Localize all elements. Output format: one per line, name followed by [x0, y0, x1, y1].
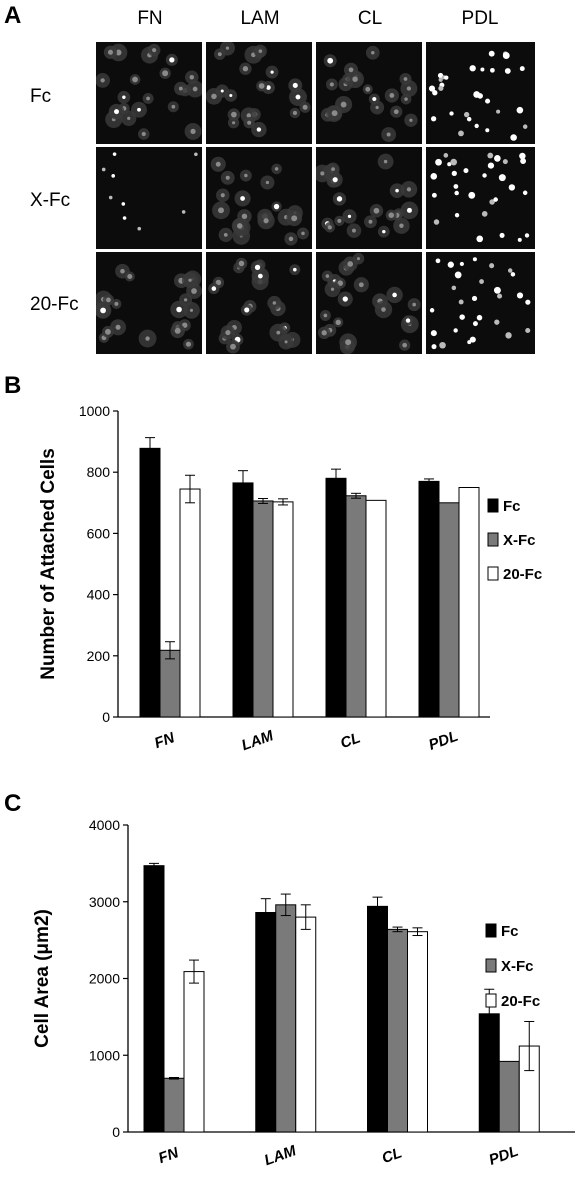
- bar-20-fc-fn: [179, 488, 201, 718]
- y-tick-label: 0: [112, 1124, 120, 1140]
- bar-fc-cl: [325, 477, 347, 718]
- x-tick-label-cl: CL: [338, 729, 363, 752]
- bar-fc-pdl: [418, 480, 440, 718]
- cell-dots: [96, 43, 202, 140]
- bar-x-fc-pdl: [498, 1060, 520, 1133]
- bar-fc-lam: [255, 911, 277, 1133]
- cell-dots: [101, 152, 198, 231]
- cell-dots: [320, 45, 418, 142]
- bar-fc-lam: [232, 482, 254, 718]
- cell-dots: [429, 257, 531, 350]
- y-tick-label: 3000: [89, 894, 120, 910]
- legend-label-fc: Fc: [503, 498, 521, 515]
- x-tick-label-pdl: PDL: [487, 1143, 521, 1169]
- bar-20-fc-cl: [407, 931, 428, 1133]
- micrograph-fc-fn: [96, 42, 202, 144]
- legend-swatch-x-fc: [485, 958, 497, 973]
- bar-20-fc-cl: [365, 499, 387, 718]
- micrograph-x-fc-fn: [96, 147, 202, 249]
- column-label-pdl: PDL: [461, 8, 499, 29]
- row-label-fc: Fc: [30, 86, 52, 107]
- micrograph-20-fc-lam: [206, 252, 312, 354]
- y-tick-label: 0: [102, 709, 110, 725]
- bar-20-fc-pdl: [458, 487, 480, 718]
- column-label-fn: FN: [137, 8, 163, 29]
- y-tick-label: 800: [87, 464, 111, 480]
- bar-x-fc-lam: [252, 500, 274, 718]
- micrograph-20-fc-pdl: [426, 252, 535, 354]
- x-tick-label-fn: FN: [152, 729, 178, 752]
- legend-label-x-fc: X-Fc: [501, 958, 534, 975]
- legend-label-20-fc: 20-Fc: [503, 566, 542, 583]
- micrograph-fc-lam: [206, 42, 312, 144]
- cell-area-chart: 0 1000 2000 3000 4000 Cell Area (μm2) FN LAM CL P…: [0, 800, 577, 1200]
- micrograph-fc-cl: [316, 42, 422, 144]
- row-label-x-fc: X-Fc: [30, 190, 71, 211]
- bar-x-fc-pdl: [438, 502, 460, 718]
- bar-fc-fn: [143, 865, 165, 1133]
- y-tick-label: 1000: [79, 403, 110, 419]
- micrograph-20-fc-cl: [316, 252, 422, 354]
- y-axis-title: Cell Area (μm2): [32, 909, 53, 1048]
- legend-swatch-20-fc: [485, 993, 497, 1008]
- legend-swatch-fc: [487, 498, 499, 513]
- bar-x-fc-fn: [159, 649, 181, 718]
- micrograph-20-fc-fn: [96, 252, 202, 354]
- bar-20-fc-lam: [272, 501, 294, 718]
- bar-x-fc-cl: [387, 928, 408, 1133]
- attached-cells-chart-svg: 0 200 400 600 800 1000 Number of Attached Cell…: [38, 403, 542, 754]
- cell-dots: [206, 42, 311, 138]
- y-axis-title: Number of Attached Cells: [38, 448, 59, 680]
- cell-dots: [317, 252, 421, 354]
- legend-label-x-fc: X-Fc: [503, 532, 536, 549]
- cell-area-chart-svg: 0 1000 2000 3000 4000 Cell Area (μm2) FN LAM CL P…: [32, 817, 575, 1169]
- bar-fc-fn: [139, 447, 161, 718]
- micrograph-x-fc-cl: [316, 147, 422, 249]
- cell-dots: [430, 152, 530, 243]
- bar-x-fc-fn: [163, 1077, 185, 1133]
- column-label-lam: LAM: [240, 8, 280, 29]
- cell-dots: [210, 156, 309, 246]
- y-tick-label: 2000: [89, 971, 120, 987]
- bar-x-fc-cl: [345, 495, 367, 718]
- cell-dots: [208, 257, 301, 354]
- x-tick-label-pdl: PDL: [426, 728, 460, 754]
- y-tick-label: 1000: [89, 1047, 120, 1063]
- micrograph-fc-pdl: [426, 42, 535, 144]
- column-label-cl: CL: [357, 8, 383, 29]
- y-tick-label: 4000: [89, 817, 120, 833]
- legend-swatch-fc: [485, 923, 497, 938]
- bar-20-fc-fn: [183, 971, 205, 1133]
- y-tick-label: 200: [87, 648, 111, 664]
- x-tick-label-lam: LAM: [239, 727, 276, 754]
- y-tick-label: 400: [87, 587, 111, 603]
- cell-dots: [96, 263, 202, 350]
- x-tick-label-fn: FN: [156, 1144, 182, 1167]
- panel-a-letter: A: [4, 2, 22, 29]
- bar-x-fc-lam: [275, 904, 297, 1133]
- cell-dots: [316, 153, 419, 238]
- legend-label-fc: Fc: [501, 923, 519, 940]
- attached-cells-chart: 0 200 400 600 800 1000 Number of Attached Cell…: [0, 390, 577, 785]
- bar-fc-cl: [367, 905, 388, 1133]
- panel-c-letter: C: [4, 790, 22, 817]
- micrograph-x-fc-pdl: [426, 147, 535, 249]
- micrograph-x-fc-lam: [206, 147, 312, 249]
- legend-swatch-x-fc: [487, 532, 499, 547]
- bar-20-fc-lam: [295, 916, 317, 1133]
- y-tick-label: 600: [87, 525, 111, 541]
- x-tick-label-lam: LAM: [262, 1142, 299, 1169]
- legend-swatch-20-fc: [487, 566, 499, 581]
- cell-dots: [428, 50, 528, 141]
- x-tick-label-cl: CL: [380, 1144, 405, 1167]
- row-label-20-fc: 20-Fc: [30, 294, 79, 315]
- legend-label-20-fc: 20-Fc: [501, 993, 540, 1010]
- micrograph-grid: [96, 42, 535, 354]
- panel-b-letter: B: [4, 372, 22, 399]
